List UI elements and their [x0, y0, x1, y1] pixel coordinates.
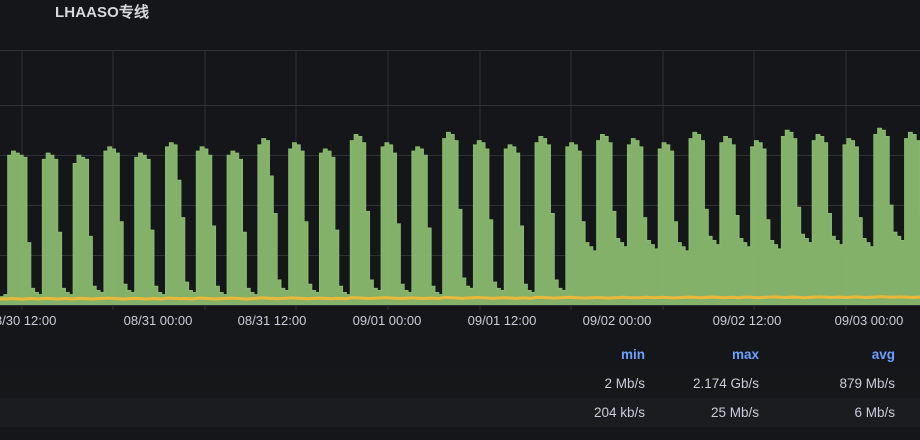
page-title[interactable]: LHAASO专线: [55, 4, 150, 21]
legend-row[interactable]: 204 kb/s 25 Mb/s 6 Mb/s: [0, 398, 920, 427]
x-axis-tick-label: 08/31 12:00: [237, 313, 307, 328]
series-line-out: [0, 295, 920, 301]
x-axis-tick-label: 09/02 00:00: [582, 313, 652, 328]
legend-header-row: min max avg: [0, 340, 920, 369]
series-line-in: [0, 127, 920, 298]
legend-cell-avg: 879 Mb/s: [839, 376, 895, 391]
x-axis-tick-label: 09/02 12:00: [712, 313, 782, 328]
x-axis-tick-label: 08/30 12:00: [0, 313, 57, 328]
legend-cell-avg: 6 Mb/s: [854, 405, 895, 420]
panel-header: LHAASO专线: [0, 0, 920, 44]
legend-cell-min: 204 kb/s: [593, 405, 645, 420]
legend-cell-max: 2.174 Gb/s: [692, 376, 759, 391]
x-axis: 08/30 12:00 08/31 00:00 08/31 12:00 09/01 0…: [0, 310, 920, 336]
legend-col-avg[interactable]: avg: [871, 347, 895, 362]
legend-cell-min: 2 Mb/s: [604, 376, 645, 391]
legend-cell-max: 25 Mb/s: [710, 405, 759, 420]
legend-row[interactable]: 2 Mb/s 2.174 Gb/s 879 Mb/s: [0, 369, 920, 398]
legend-col-min[interactable]: min: [620, 347, 645, 362]
legend-col-max[interactable]: max: [731, 347, 759, 362]
x-axis-tick-label: 09/01 00:00: [352, 313, 422, 328]
x-axis-tick-label: 09/01 12:00: [467, 313, 537, 328]
series-area-in: [0, 128, 920, 305]
timeseries-chart[interactable]: [0, 44, 920, 310]
chart-plot-area[interactable]: [0, 44, 920, 310]
legend-filler: [0, 427, 920, 440]
legend-stats-table[interactable]: min max avg 2 Mb/s 2.174 Gb/s 879 Mb/s 2…: [0, 340, 920, 440]
x-axis-tick-label: 09/03 00:00: [834, 313, 904, 328]
x-axis-tick-label: 08/31 00:00: [123, 313, 193, 328]
